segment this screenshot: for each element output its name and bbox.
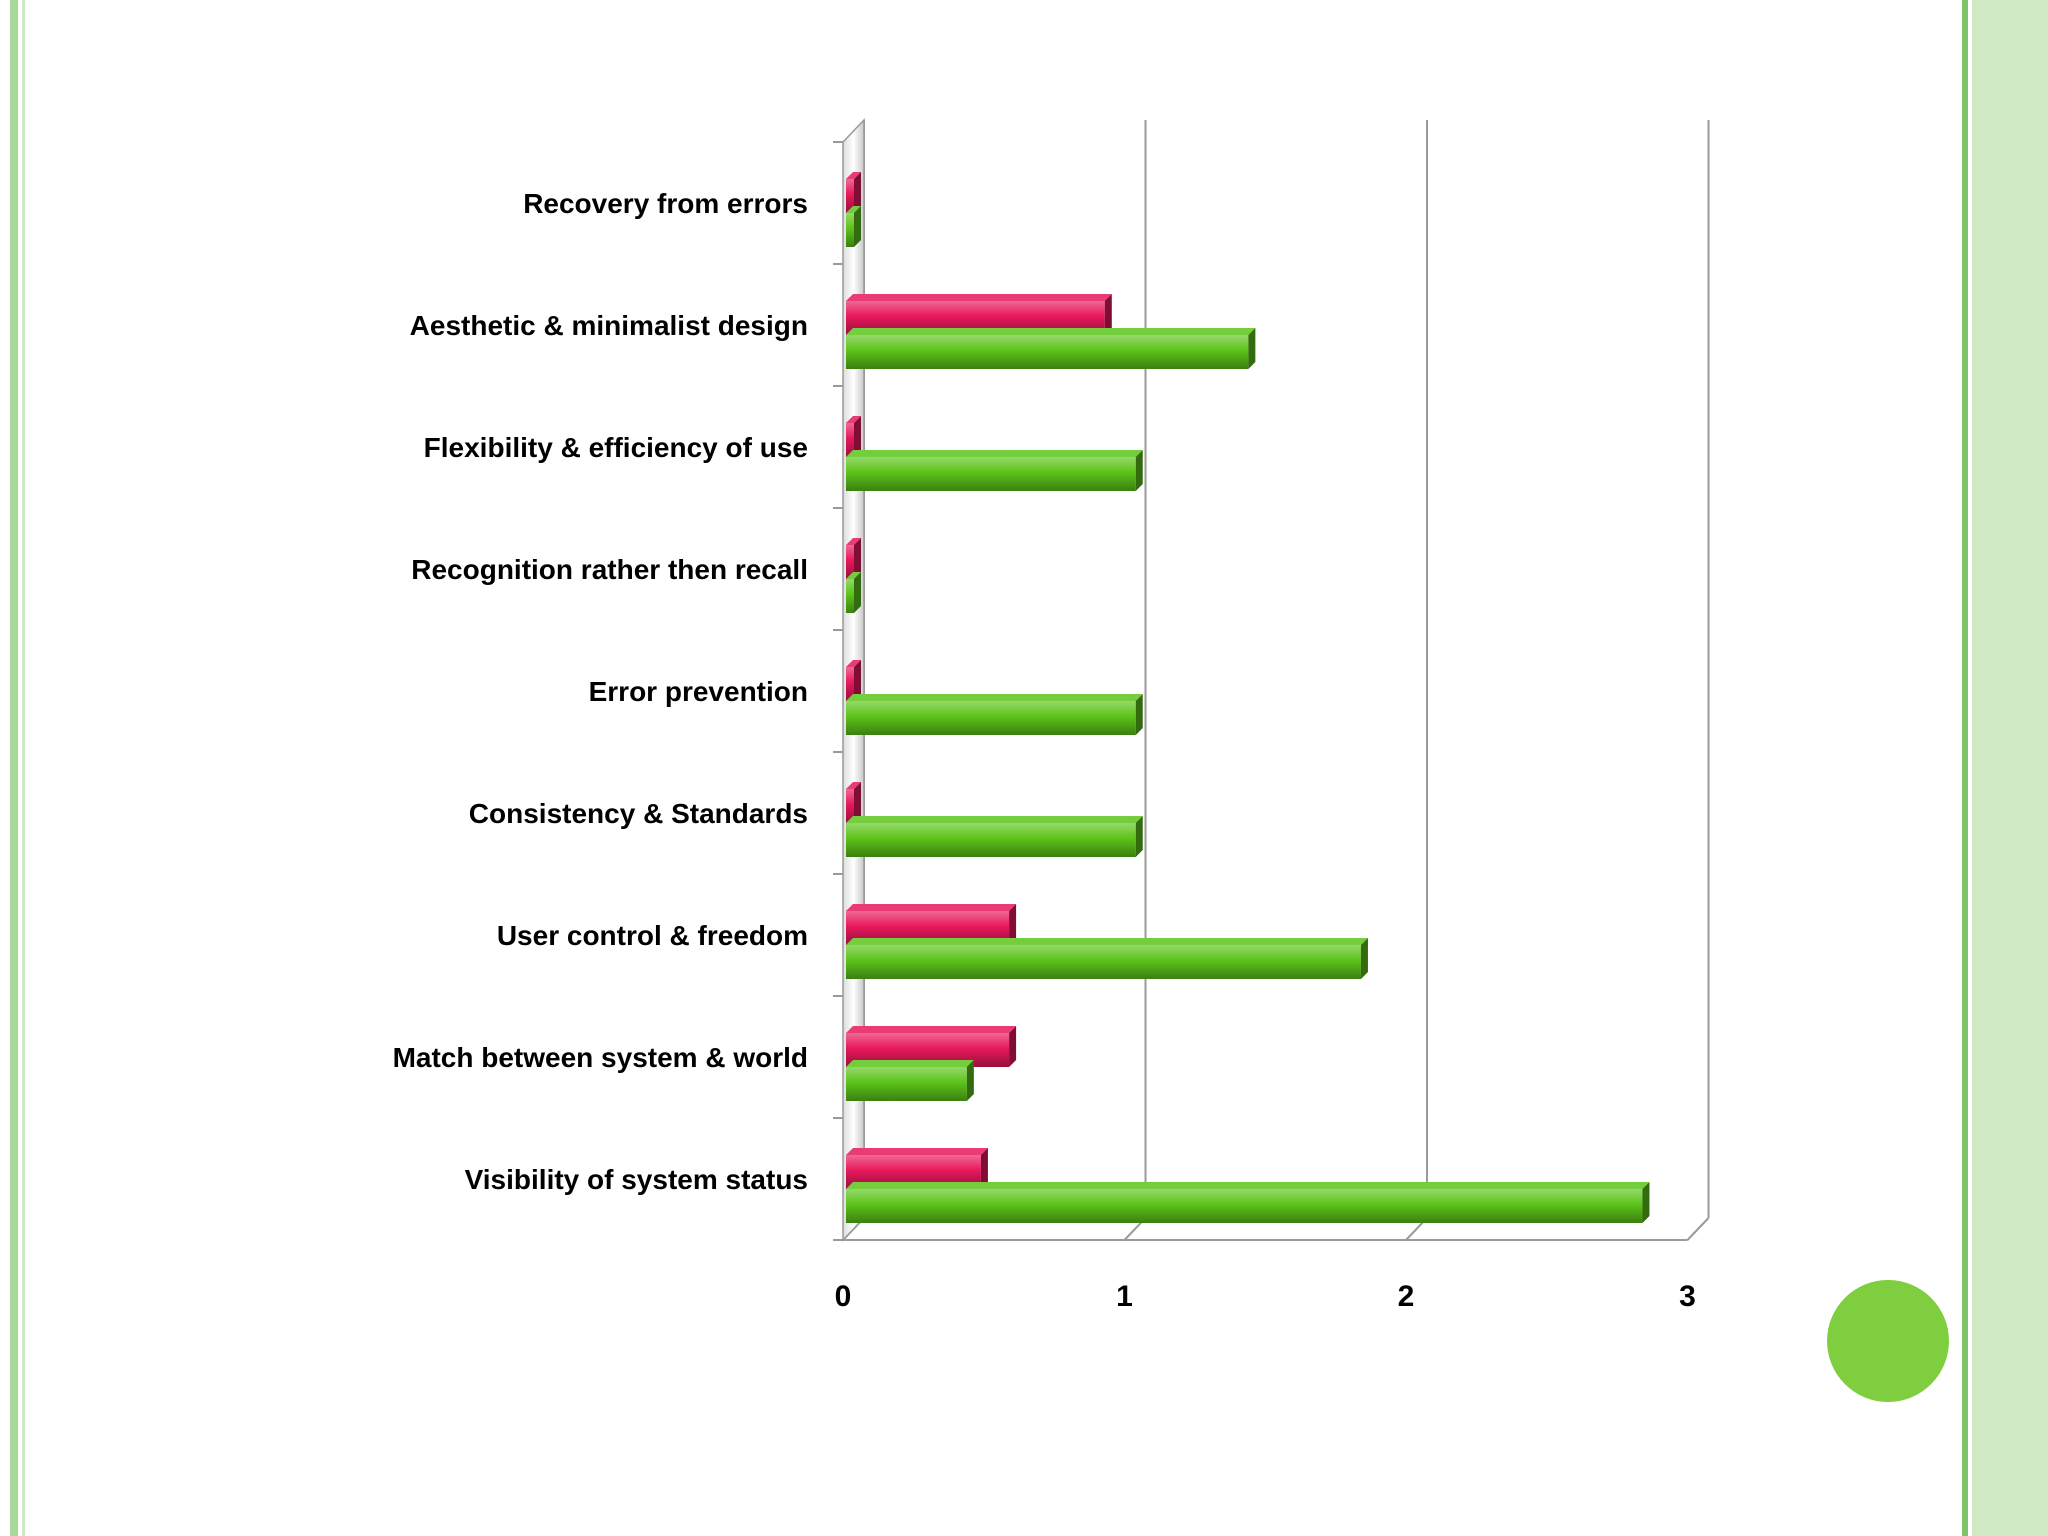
bar-front-face — [846, 1189, 1643, 1223]
bar — [846, 1060, 974, 1101]
bar-end-face — [1104, 294, 1112, 335]
bar — [846, 538, 861, 579]
bar-front-face — [846, 823, 1136, 857]
bar-end-face — [854, 572, 861, 613]
bar-front-face — [846, 213, 854, 247]
bar-end-face — [854, 782, 861, 823]
bars — [846, 172, 1650, 1223]
bar-front-face — [846, 457, 1136, 491]
bar — [846, 660, 861, 701]
bar-end-face — [980, 1148, 988, 1189]
bar — [846, 328, 1256, 369]
x-axis-ticks: 0 1 2 3 — [835, 1280, 1696, 1313]
category-label: Match between system & world — [393, 1042, 808, 1073]
floor-connector — [1686, 1217, 1710, 1241]
bar-front-face — [846, 701, 1136, 735]
bar-top-face — [846, 1060, 974, 1067]
bar-top-face — [846, 172, 861, 179]
bar — [846, 450, 1143, 491]
bar-front-face — [846, 423, 854, 457]
category-label: Flexibility & efficiency of use — [424, 432, 808, 463]
category-label: Error prevention — [589, 676, 808, 707]
bar-end-face — [1360, 938, 1368, 979]
bar-end-face — [1135, 450, 1143, 491]
bar-top-face — [846, 904, 1017, 911]
bar — [846, 416, 861, 457]
bar-end-face — [1135, 694, 1143, 735]
right-frame-bar-mid — [1972, 0, 1982, 1536]
bar-top-face — [846, 450, 1143, 457]
bar-top-face — [846, 1026, 1017, 1033]
bar-front-face — [846, 667, 854, 701]
bar-top-face — [846, 416, 861, 423]
x-tick-label: 2 — [1398, 1280, 1415, 1313]
bar-top-face — [846, 1182, 1650, 1189]
bar-front-face — [846, 179, 854, 213]
bar — [846, 572, 861, 613]
category-label: User control & freedom — [497, 920, 808, 951]
left-frame-bar — [10, 0, 18, 1536]
bar-end-face — [966, 1060, 974, 1101]
bar-front-face — [846, 945, 1361, 979]
left-frame-line — [22, 0, 25, 1536]
bar-end-face — [1248, 328, 1256, 369]
bar-front-face — [846, 789, 854, 823]
bar-end-face — [1009, 904, 1017, 945]
category-label: Visibility of system status — [465, 1164, 808, 1195]
right-frame-bar — [1982, 0, 2048, 1536]
bar — [846, 1182, 1650, 1223]
bar — [846, 938, 1368, 979]
bar-end-face — [854, 660, 861, 701]
bar-end-face — [854, 206, 861, 247]
x-tick-label: 3 — [1679, 1280, 1696, 1313]
x-tick-label: 1 — [1116, 1280, 1133, 1313]
bar — [846, 172, 861, 213]
bar-top-face — [846, 938, 1368, 945]
category-labels: Recovery from errors Aesthetic & minimali… — [393, 188, 808, 1195]
bar-end-face — [854, 416, 861, 457]
bar — [846, 694, 1143, 735]
bar-front-face — [846, 335, 1249, 369]
bar-end-face — [854, 538, 861, 579]
decorative-circle — [1827, 1280, 1949, 1402]
bar-top-face — [846, 660, 861, 667]
bar — [846, 206, 861, 247]
category-label: Consistency & Standards — [469, 798, 808, 829]
right-frame-line — [1962, 0, 1968, 1536]
category-label: Recovery from errors — [523, 188, 808, 219]
bar-end-face — [1135, 816, 1143, 857]
bar-top-face — [846, 206, 861, 213]
x-tick-label: 0 — [835, 1280, 852, 1313]
bar-front-face — [846, 545, 854, 579]
bar-top-face — [846, 694, 1143, 701]
bar-top-face — [846, 1148, 988, 1155]
bar-top-face — [846, 294, 1112, 301]
bar-end-face — [1642, 1182, 1650, 1223]
category-label: Aesthetic & minimalist design — [410, 310, 808, 341]
bar-front-face — [846, 579, 854, 613]
bar-front-face — [846, 1067, 967, 1101]
bar-top-face — [846, 572, 861, 579]
bar — [846, 816, 1143, 857]
category-label: Recognition rather then recall — [411, 554, 808, 585]
bar-top-face — [846, 538, 861, 545]
bar-end-face — [1009, 1026, 1017, 1067]
bar-top-face — [846, 328, 1256, 335]
bar-end-face — [854, 172, 861, 213]
bar — [846, 782, 861, 823]
bar-top-face — [846, 782, 861, 789]
bar-top-face — [846, 816, 1143, 823]
